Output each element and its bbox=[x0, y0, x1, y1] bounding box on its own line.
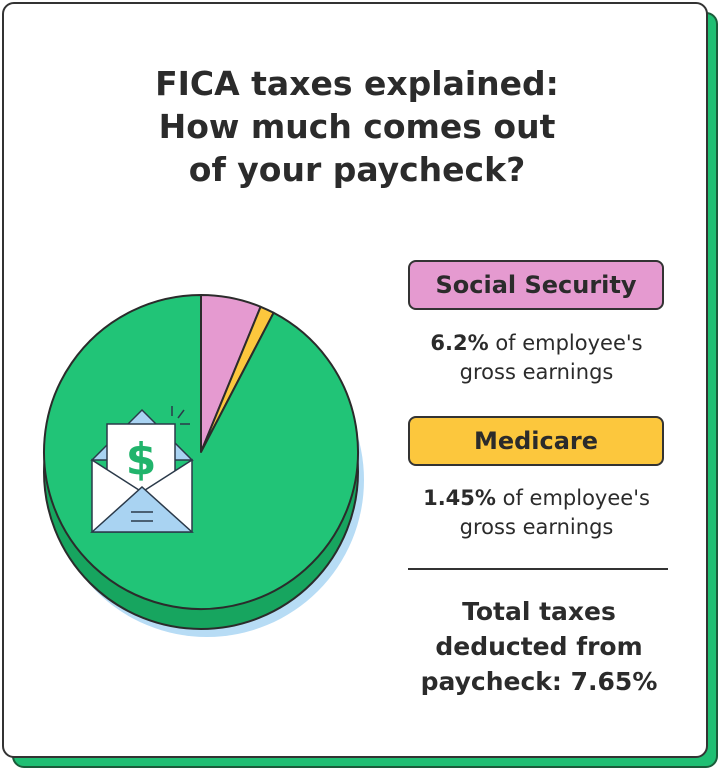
desc-text: gross earnings bbox=[459, 360, 614, 384]
page-title: FICA taxes explained: How much comes out… bbox=[4, 62, 710, 191]
total-line: Total taxes bbox=[462, 597, 616, 626]
percent: 1.45% bbox=[423, 486, 496, 510]
legend-label: Medicare bbox=[473, 427, 599, 455]
total-line: paycheck: 7.65% bbox=[420, 667, 658, 696]
title-line: How much comes out bbox=[158, 107, 556, 146]
desc-text: of employee's bbox=[495, 331, 643, 355]
legend-label: Social Security bbox=[435, 271, 637, 299]
title-line: FICA taxes explained: bbox=[155, 64, 559, 103]
legend-social-security: Social Security bbox=[408, 260, 664, 310]
legend-medicare: Medicare bbox=[408, 416, 664, 466]
social-security-desc: 6.2% of employee's gross earnings bbox=[394, 329, 679, 387]
title-line: of your paycheck? bbox=[188, 150, 526, 189]
percent: 6.2% bbox=[430, 331, 489, 355]
medicare-desc: 1.45% of employee's gross earnings bbox=[394, 484, 679, 542]
desc-text: of employee's bbox=[502, 486, 650, 510]
pie-slice-2 bbox=[43, 294, 359, 610]
desc-text: gross earnings bbox=[459, 515, 614, 539]
total-taxes: Total taxes deducted from paycheck: 7.65… bbox=[389, 594, 689, 699]
paycheck-envelope-dollar-icon: $ bbox=[90, 406, 194, 533]
infographic-card: FICA taxes explained: How much comes out… bbox=[2, 2, 708, 758]
total-line: deducted from bbox=[435, 632, 643, 661]
divider bbox=[408, 568, 668, 570]
svg-text:$: $ bbox=[126, 434, 157, 485]
